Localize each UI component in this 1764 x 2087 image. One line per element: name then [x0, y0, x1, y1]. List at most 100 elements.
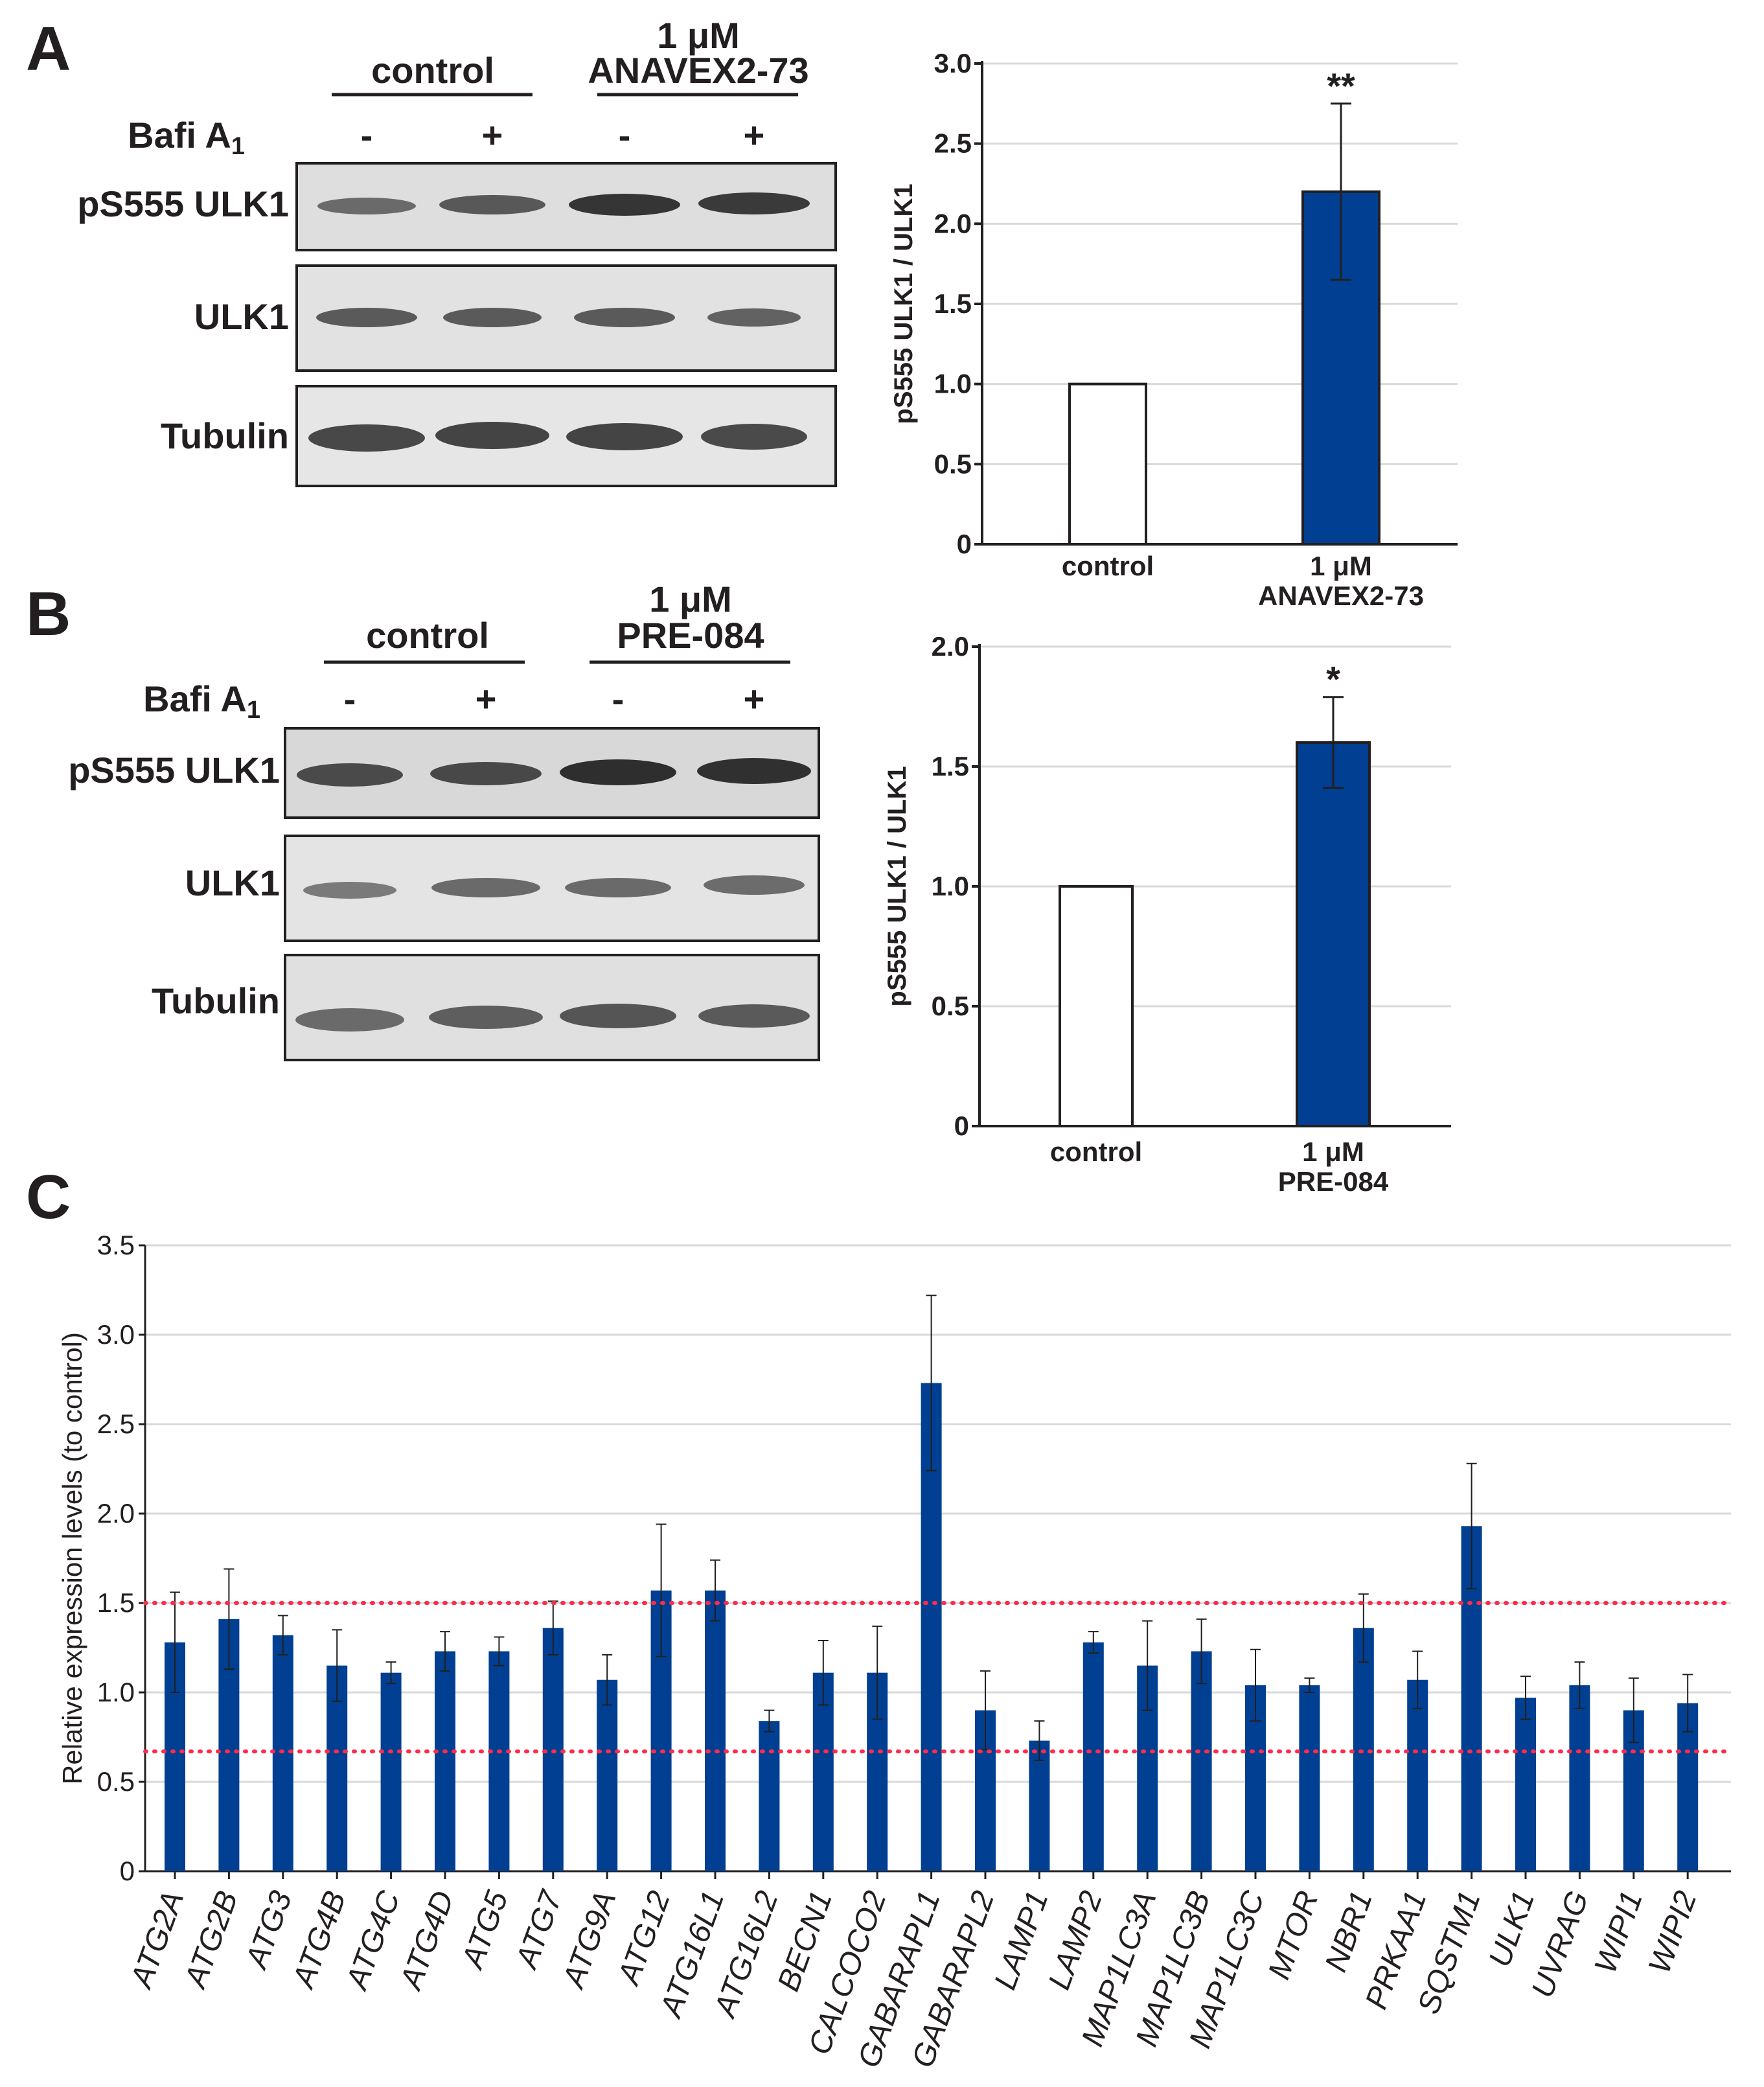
bar — [1068, 382, 1147, 546]
panel-label-b: B — [26, 579, 71, 649]
blot-b-band — [565, 878, 671, 897]
panel-label-a: A — [26, 14, 71, 84]
blot-b-band — [560, 1004, 676, 1028]
y-tick-label: 2.0 — [932, 631, 969, 662]
blot-b-group-dose: 1 μM — [649, 579, 732, 619]
blot-b-band — [431, 878, 540, 897]
blot-a-treatment-label: Bafi A1 — [128, 115, 245, 160]
panel-b-western-blot: B control 1 μM PRE-084 Bafi A1 - + - + p… — [26, 579, 820, 1061]
blot-b-band — [704, 875, 805, 895]
bar — [1515, 1698, 1536, 1871]
bar — [1059, 885, 1134, 1127]
blot-b-group-control: control — [366, 615, 489, 656]
y-tick-label: 1.5 — [97, 1587, 135, 1618]
blot-b-row-label-3: Tubulin — [152, 980, 280, 1021]
chart-c-bar-chart: 00.51.01.52.02.53.03.5ATG2AATG2BATG3ATG4… — [57, 1230, 1733, 2072]
y-tick-label: 2.5 — [97, 1409, 135, 1439]
y-tick-label: 2.5 — [934, 128, 972, 159]
blot-a-row-label-3: Tubulin — [161, 415, 289, 456]
bar — [759, 1721, 780, 1871]
blot-a-band — [569, 194, 680, 216]
blot-a-band — [439, 195, 545, 214]
y-axis-label: Relative expression levels (to control) — [57, 1332, 87, 1784]
x-category-label: ATG5 — [455, 1886, 515, 1974]
x-category-label: 1 μM — [1310, 551, 1372, 581]
bar — [1082, 1642, 1104, 1871]
blot-a-band — [443, 308, 542, 327]
blot-b-band — [295, 1008, 404, 1032]
x-category-label: control — [1062, 551, 1154, 581]
x-category-label: WIPI2 — [1642, 1887, 1704, 1978]
bar — [1569, 1685, 1590, 1871]
blot-b-band — [560, 759, 676, 785]
blot-b-band — [297, 763, 403, 787]
blot-b-band — [303, 882, 396, 899]
blot-b-band — [698, 1004, 810, 1028]
blot-a-row-label-2: ULK1 — [194, 296, 289, 337]
blot-b-sign-1: - — [344, 678, 356, 719]
significance-marker: * — [1326, 659, 1340, 700]
blot-a-band — [308, 424, 425, 452]
blot-b-band — [429, 1006, 543, 1029]
bar — [1029, 1740, 1050, 1871]
y-tick-label: 0 — [954, 1111, 969, 1141]
bar — [705, 1590, 726, 1871]
x-category-label: 1 μM — [1302, 1136, 1364, 1167]
blot-b-sign-4: + — [744, 678, 765, 719]
bar — [1299, 1685, 1320, 1871]
bar — [435, 1651, 455, 1871]
x-category-label: NBR1 — [1319, 1887, 1380, 1976]
x-category-label: MTOR — [1262, 1887, 1325, 1984]
y-tick-label: 1.0 — [932, 871, 969, 901]
blot-a-band — [574, 308, 675, 327]
blot-a-band — [317, 198, 416, 214]
y-tick-label: 2.0 — [934, 208, 972, 238]
x-category-label: ATG7 — [509, 1885, 569, 1974]
x-category-label: PRE-084 — [1278, 1166, 1389, 1197]
blot-a-band — [698, 192, 810, 214]
blot-a-sign-4: + — [744, 115, 765, 156]
y-tick-label: 3.5 — [97, 1230, 135, 1260]
x-category-label: WIPI1 — [1588, 1887, 1650, 1978]
blot-a-group-drug: ANAVEX2-73 — [588, 50, 808, 91]
blot-a-sign-1: - — [361, 115, 373, 156]
y-tick-label: 3.0 — [934, 48, 972, 78]
y-tick-label: 0 — [957, 529, 972, 559]
bar — [1296, 741, 1371, 1127]
blot-a-group-control: control — [371, 50, 494, 91]
y-tick-label: 0.5 — [932, 991, 969, 1021]
blot-b-band — [430, 762, 542, 785]
blot-a-band — [566, 423, 683, 450]
y-tick-label: 0 — [120, 1856, 135, 1886]
y-tick-label: 1.5 — [932, 751, 969, 781]
y-tick-label: 2.0 — [97, 1498, 135, 1528]
blot-b-row-label-1: pS555 ULK1 — [68, 750, 280, 790]
blot-a-band — [707, 308, 801, 327]
blot-a-sign-3: - — [619, 115, 631, 156]
bar — [597, 1679, 618, 1871]
y-axis-label: pS555 ULK1 / ULK1 — [883, 766, 911, 1006]
y-tick-label: 0.5 — [97, 1766, 135, 1797]
x-category-label: ULK1 — [1482, 1887, 1541, 1972]
y-tick-label: 1.0 — [97, 1677, 135, 1707]
significance-marker: ** — [1327, 65, 1355, 106]
y-tick-label: 1.0 — [934, 369, 972, 399]
blot-a-row-label-1: pS555 ULK1 — [77, 183, 289, 224]
y-tick-label: 3.0 — [97, 1319, 135, 1350]
bar — [380, 1672, 402, 1871]
x-category-label: ANAVEX2-73 — [1258, 581, 1424, 611]
blot-a-band — [316, 308, 417, 327]
blot-a-band — [701, 424, 807, 450]
blot-b-row-label-2: ULK1 — [185, 862, 280, 903]
x-category-label: control — [1050, 1136, 1142, 1167]
blot-b-group-drug: PRE-084 — [617, 615, 764, 656]
blot-a-group-dose: 1 μM — [657, 15, 740, 56]
y-tick-label: 0.5 — [934, 448, 972, 479]
bar — [812, 1672, 834, 1871]
panel-a-western-blot: A control 1 μM ANAVEX2-73 Bafi A1 - + - … — [26, 14, 837, 487]
blot-a-sign-2: + — [482, 115, 503, 156]
blot-b-band — [697, 758, 811, 784]
blot-b-sign-2: + — [475, 678, 497, 719]
panel-label-c: C — [26, 1162, 71, 1232]
